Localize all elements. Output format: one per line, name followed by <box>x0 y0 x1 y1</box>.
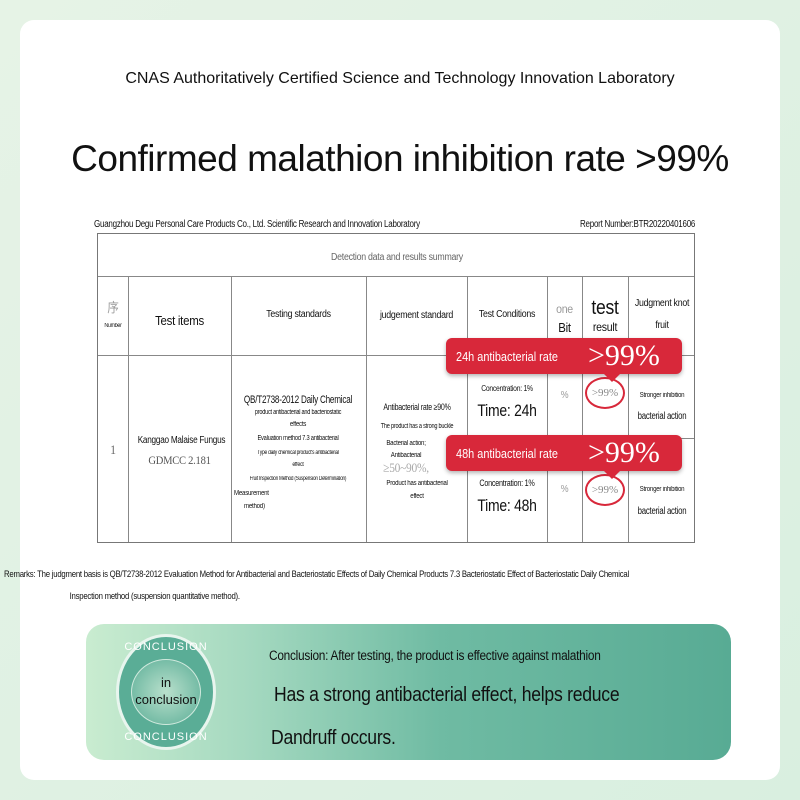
std-line: Measurement <box>234 490 269 497</box>
judgment-48h-1: Stronger inhibition <box>639 486 685 493</box>
remarks: Remarks: The judgment basis is QB/T2738-… <box>4 564 800 608</box>
time-24h: Time: 24h <box>477 401 537 420</box>
std-line: QB/T2738-2012 Daily Chemical <box>243 394 353 406</box>
results-table: Detection data and results summary 序 Num… <box>97 233 695 543</box>
col-standards: Testing standards <box>266 309 331 320</box>
conclusion-line1: Conclusion: After testing, the product i… <box>269 648 601 663</box>
col-num: Number <box>104 323 122 329</box>
col-items: Test items <box>155 313 204 328</box>
summary-title: Detection data and results summary <box>331 252 463 263</box>
test-item: Kanggao Malaise Fungus <box>137 435 226 446</box>
badge-conclusion: conclusion <box>135 692 197 707</box>
time-48h: Time: 48h <box>477 496 537 515</box>
remarks-line: Inspection method (suspension quantitati… <box>69 590 240 602</box>
lab-heading: CNAS Authoritatively Certified Science a… <box>125 70 675 87</box>
col-jk1: Judgment knot <box>634 298 690 309</box>
std-line: Evaluation method 7.3 antibacterial <box>257 435 339 442</box>
page-title: Confirmed malathion inhibition rate >99% <box>71 138 729 179</box>
col-unit2: Bit <box>558 320 571 335</box>
judge-line: effect <box>410 493 424 500</box>
judgment-24h-2: bacterial action <box>637 411 687 422</box>
std-line: Fruit Inspection Method (Suspension Dete… <box>249 476 347 482</box>
std-line: Type daily chemical product's antibacter… <box>257 450 339 456</box>
col-result1: test <box>591 297 619 319</box>
conclusion-line3: Dandruff occurs. <box>271 727 396 749</box>
judgment-48h-2: bacterial action <box>637 506 687 517</box>
row-num: 1 <box>110 442 116 457</box>
col-conditions: Test Conditions <box>478 309 536 320</box>
unit-48h: % <box>560 484 569 495</box>
col-jk2: fruit <box>655 320 669 331</box>
callout-value: >99% <box>588 339 660 372</box>
conclusion-panel: CONCLUSION in conclusion CONCLUSION Conc… <box>86 624 731 760</box>
callout-value: >99% <box>588 436 660 469</box>
concentration-48h: Concentration: 1% <box>479 478 535 488</box>
judge-line: Antibacterial rate ≥90% <box>383 402 451 412</box>
report-number: Report Number:BTR20220401606 <box>580 219 696 230</box>
judge-line: ≥50~90%, <box>383 460 429 475</box>
callout-label: 24h antibacterial rate <box>456 348 558 364</box>
conclusion-badge: CONCLUSION in conclusion CONCLUSION <box>116 634 216 750</box>
concentration-24h: Concentration: 1% <box>481 384 533 393</box>
col-unit1: one <box>556 302 573 316</box>
judge-line: The product has a strong buckle <box>380 423 454 430</box>
col-judgement: judgement standard <box>379 310 454 321</box>
std-line: effect <box>292 462 304 468</box>
judgment-24h-1: Stronger inhibition <box>639 392 685 399</box>
judge-line: Antibacterial <box>390 452 422 459</box>
unit-24h: % <box>560 390 569 401</box>
callout-24h: 24h antibacterial rate >99% <box>446 338 682 382</box>
strain: GDMCC 2.181 <box>148 453 211 467</box>
col-result2: result <box>592 320 618 334</box>
badge-in: in <box>160 675 172 691</box>
badge-bottom-text: CONCLUSION <box>124 731 208 743</box>
company-name: Guangzhou Degu Personal Care Products Co… <box>94 219 420 230</box>
callout-48h: 48h antibacterial rate >99% <box>446 435 682 479</box>
judge-line: Bacterial action; <box>386 440 426 447</box>
callout-label: 48h antibacterial rate <box>456 445 558 461</box>
std-line: method) <box>244 503 265 510</box>
badge-top-text: CONCLUSION <box>124 641 208 653</box>
std-line: effects <box>289 421 307 428</box>
conclusion-line2: Has a strong antibacterial effect, helps… <box>274 684 620 706</box>
col-num-cn: 序 <box>107 300 119 315</box>
judge-line: Product has antibacterial <box>386 480 448 487</box>
remarks-line: Remarks: The judgment basis is QB/T2738-… <box>4 569 629 580</box>
std-line: product antibacterial and bacteriostatic <box>254 409 342 416</box>
